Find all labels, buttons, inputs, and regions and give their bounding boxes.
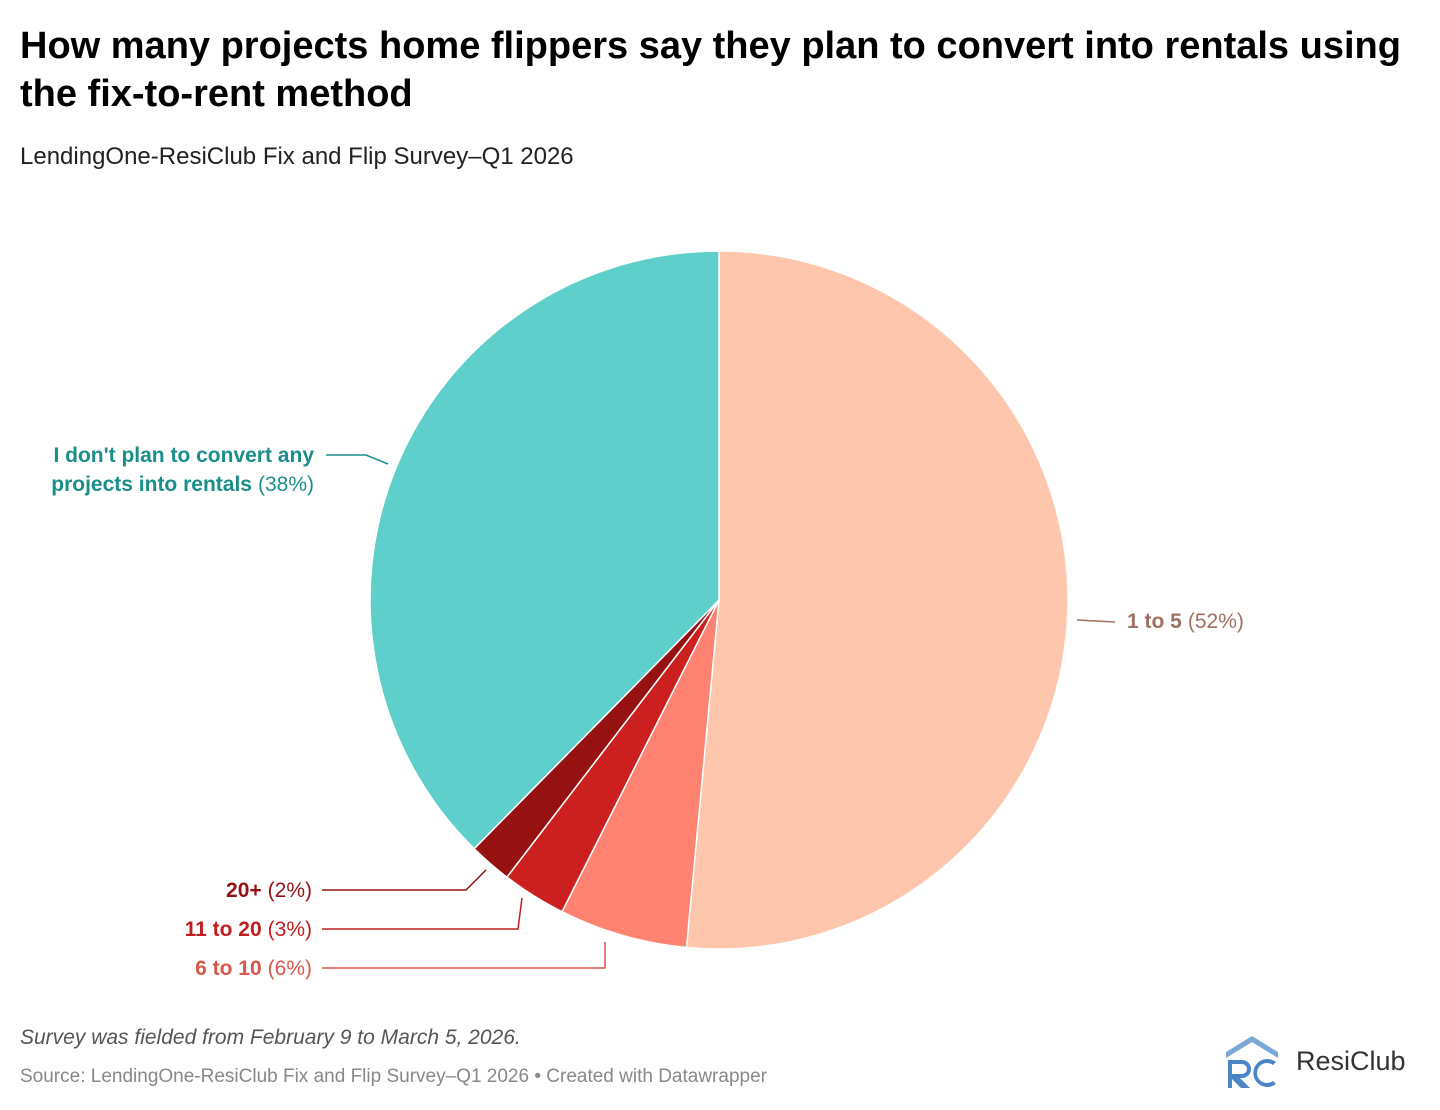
slice-label-1: 6 to 10 (6%) <box>195 957 312 980</box>
slice-label-name: 11 to 20 <box>185 918 262 941</box>
slice-label-pct: (38%) <box>258 473 314 496</box>
resiclub-logo: ResiClub <box>1224 1032 1424 1088</box>
slice-callout-line-4 <box>326 454 389 465</box>
pie-slice-4 <box>369 250 720 850</box>
resiclub-logo-icon <box>1226 1036 1278 1088</box>
slice-label-pct: (2%) <box>268 879 312 902</box>
source-line: Source: LendingOne-ResiClub Fix and Flip… <box>20 1066 767 1087</box>
survey-note: Survey was fielded from February 9 to Ma… <box>20 1026 521 1049</box>
pie-slice-0 <box>685 250 1069 950</box>
pie-slice-1 <box>561 599 720 949</box>
slice-label-name-line2: projects into rentals <box>51 473 252 496</box>
slice-callout-line-2 <box>322 897 523 930</box>
logo-text: ResiClub <box>1296 1046 1406 1076</box>
slice-label-4: I don't plan to convert any projects into… <box>51 444 314 496</box>
slice-label-name-line1: I don't plan to convert any <box>53 444 314 467</box>
slice-label-0: 1 to 5 (52%) <box>1127 610 1244 633</box>
chart-title: How many projects home flippers say they… <box>20 25 1401 115</box>
chart-subtitle: LendingOne-ResiClub Fix and Flip Survey–… <box>20 143 574 170</box>
slice-label-name: 1 to 5 <box>1127 610 1182 633</box>
slice-label-pct: (6%) <box>268 957 312 980</box>
slice-label-pct: (52%) <box>1188 610 1244 633</box>
slice-label-2: 11 to 20 (3%) <box>185 918 312 941</box>
slice-callout-line-1 <box>322 942 606 969</box>
slice-label-pct: (3%) <box>268 918 312 941</box>
slice-label-name: 20+ <box>226 879 262 902</box>
slice-label-name: 6 to 10 <box>195 957 262 980</box>
slice-callout-line-0 <box>1076 619 1116 623</box>
slice-callout-line-3 <box>322 869 487 891</box>
slice-label-3: 20+ (2%) <box>226 879 312 902</box>
